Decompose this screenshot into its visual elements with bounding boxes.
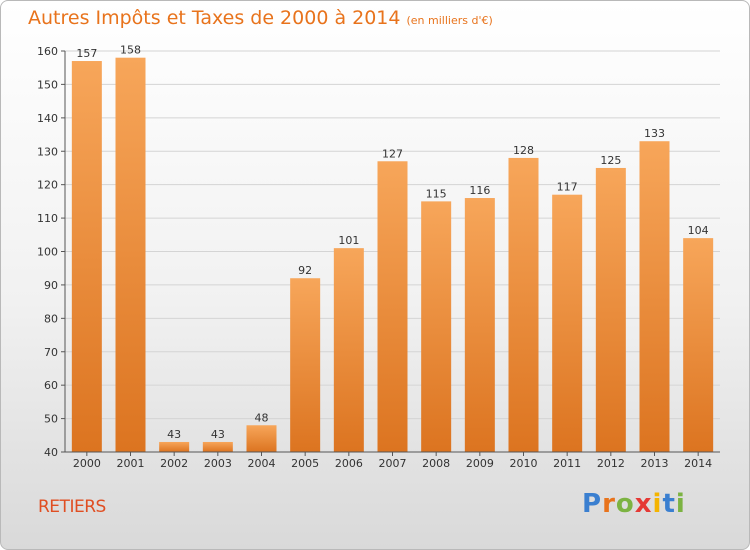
y-tick-label: 90 bbox=[44, 279, 58, 292]
bar bbox=[464, 198, 495, 452]
x-tick-label: 2014 bbox=[684, 457, 712, 470]
data-label: 125 bbox=[600, 154, 621, 167]
bar bbox=[595, 167, 626, 453]
y-tick-label: 60 bbox=[44, 379, 58, 392]
y-tick-label: 150 bbox=[37, 78, 58, 91]
data-label: 92 bbox=[298, 264, 312, 277]
x-tick-label: 2007 bbox=[379, 457, 407, 470]
logo-letter: i bbox=[675, 489, 686, 519]
bar-layer bbox=[71, 57, 714, 453]
bar bbox=[159, 441, 190, 452]
chart-subtitle: (en milliers d'€) bbox=[406, 14, 493, 27]
data-label: 101 bbox=[338, 234, 359, 247]
y-tick-label: 110 bbox=[37, 212, 58, 225]
logo-letter: r bbox=[602, 489, 616, 519]
data-label: 157 bbox=[76, 47, 97, 60]
bar bbox=[683, 238, 714, 452]
y-tick-label: 140 bbox=[37, 112, 58, 125]
data-label: 128 bbox=[513, 144, 534, 157]
y-tick-label: 130 bbox=[37, 145, 58, 158]
bar bbox=[377, 161, 408, 452]
x-tick-label: 2003 bbox=[204, 457, 232, 470]
bar bbox=[202, 441, 233, 452]
bar bbox=[115, 57, 146, 452]
logo-letter: P bbox=[582, 489, 603, 519]
data-label: 127 bbox=[382, 147, 403, 160]
label-layer: 157 158 43 43 48 92 101 127 115 116 128 117 125 133 10… bbox=[76, 44, 708, 441]
proxiti-logo: Proxiti bbox=[582, 489, 686, 519]
chart-title: Autres Impôts et Taxes de 2000 à 2014 (en… bbox=[28, 7, 493, 29]
chart-title-text: Autres Impôts et Taxes de 2000 à 2014 bbox=[28, 7, 401, 29]
bar bbox=[639, 141, 670, 452]
data-label: 116 bbox=[469, 184, 490, 197]
y-tick-label: 120 bbox=[37, 179, 58, 192]
y-tick-label: 50 bbox=[44, 413, 58, 426]
logo-letter: i bbox=[652, 489, 663, 519]
x-tick-label: 2011 bbox=[553, 457, 581, 470]
data-label: 48 bbox=[255, 411, 269, 424]
bar bbox=[552, 194, 583, 453]
y-tick-label: 70 bbox=[44, 346, 58, 359]
logo-letter: t bbox=[662, 489, 676, 519]
bar bbox=[71, 61, 102, 453]
x-tick-label: 2013 bbox=[641, 457, 669, 470]
x-tick-label: 2004 bbox=[248, 457, 276, 470]
x-tick-label: 2009 bbox=[466, 457, 494, 470]
bar bbox=[421, 201, 452, 452]
data-label: 117 bbox=[557, 181, 578, 194]
commune-name: RETIERS bbox=[38, 497, 106, 517]
data-label: 158 bbox=[120, 44, 141, 57]
data-label: 43 bbox=[167, 428, 181, 441]
data-label: 133 bbox=[644, 127, 665, 140]
logo-letter: o bbox=[615, 489, 635, 519]
x-tick-label: 2008 bbox=[422, 457, 450, 470]
y-tick-label: 160 bbox=[37, 45, 58, 58]
bar bbox=[290, 278, 321, 452]
y-tick-label: 80 bbox=[44, 312, 58, 325]
y-tick-label: 100 bbox=[37, 246, 58, 259]
bar bbox=[508, 157, 539, 452]
axis-layer: 40 50 60 70 80 90 100 110 120 130 140 150 160 2000 200… bbox=[37, 45, 720, 470]
logo-letter: x bbox=[634, 489, 653, 519]
data-label: 115 bbox=[426, 187, 447, 200]
x-tick-label: 2002 bbox=[160, 457, 188, 470]
x-tick-label: 2001 bbox=[117, 457, 145, 470]
x-tick-label: 2012 bbox=[597, 457, 625, 470]
x-tick-label: 2006 bbox=[335, 457, 363, 470]
data-label: 43 bbox=[211, 428, 225, 441]
x-tick-label: 2010 bbox=[510, 457, 538, 470]
bar bbox=[246, 425, 277, 452]
data-label: 104 bbox=[688, 224, 709, 237]
bar bbox=[333, 248, 364, 452]
y-tick-label: 40 bbox=[44, 446, 58, 459]
x-tick-label: 2000 bbox=[73, 457, 101, 470]
x-tick-label: 2005 bbox=[291, 457, 319, 470]
